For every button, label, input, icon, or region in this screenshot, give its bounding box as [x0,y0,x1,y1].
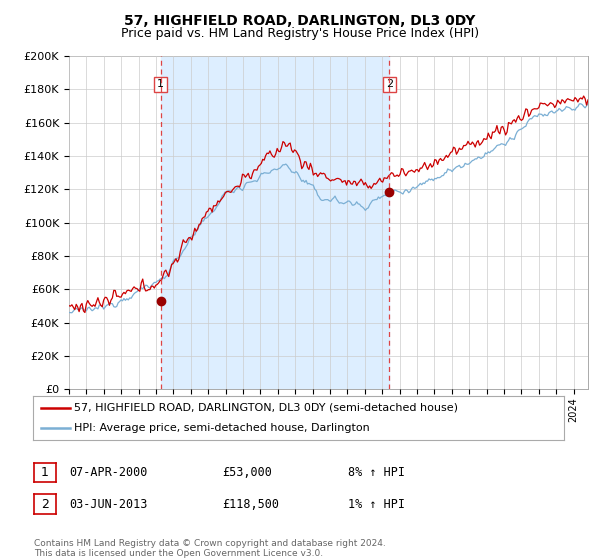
Text: 2: 2 [41,497,49,511]
Text: 2: 2 [386,80,393,90]
Bar [161,56,389,389]
Text: 8% ↑ HPI: 8% ↑ HPI [348,465,405,479]
Text: 57, HIGHFIELD ROAD, DARLINGTON, DL3 0DY: 57, HIGHFIELD ROAD, DARLINGTON, DL3 0DY [124,14,476,28]
Text: £53,000: £53,000 [222,465,272,479]
Text: 1: 1 [157,80,164,90]
Text: 03-JUN-2013: 03-JUN-2013 [69,497,148,511]
Text: £118,500: £118,500 [222,497,279,511]
Text: Price paid vs. HM Land Registry's House Price Index (HPI): Price paid vs. HM Land Registry's House … [121,27,479,40]
Text: 1: 1 [41,465,49,479]
Text: 07-APR-2000: 07-APR-2000 [69,465,148,479]
Text: Contains HM Land Registry data © Crown copyright and database right 2024.
This d: Contains HM Land Registry data © Crown c… [34,539,386,558]
Text: 57, HIGHFIELD ROAD, DARLINGTON, DL3 0DY (semi-detached house): 57, HIGHFIELD ROAD, DARLINGTON, DL3 0DY … [74,403,458,413]
Text: HPI: Average price, semi-detached house, Darlington: HPI: Average price, semi-detached house,… [74,423,370,433]
Text: 1% ↑ HPI: 1% ↑ HPI [348,497,405,511]
